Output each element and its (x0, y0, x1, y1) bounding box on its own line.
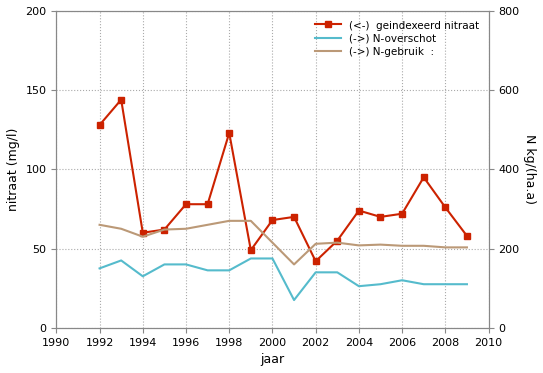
Y-axis label: nitraat (mg/l): nitraat (mg/l) (7, 128, 20, 211)
X-axis label: jaar: jaar (261, 353, 285, 366)
Y-axis label: N kg/(ha.a): N kg/(ha.a) (523, 134, 536, 204)
Legend: (<-)  geindexeerd nitraat, (->) N-overschot, (->) N-gebruik  :: (<-) geindexeerd nitraat, (->) N-oversch… (311, 16, 483, 62)
